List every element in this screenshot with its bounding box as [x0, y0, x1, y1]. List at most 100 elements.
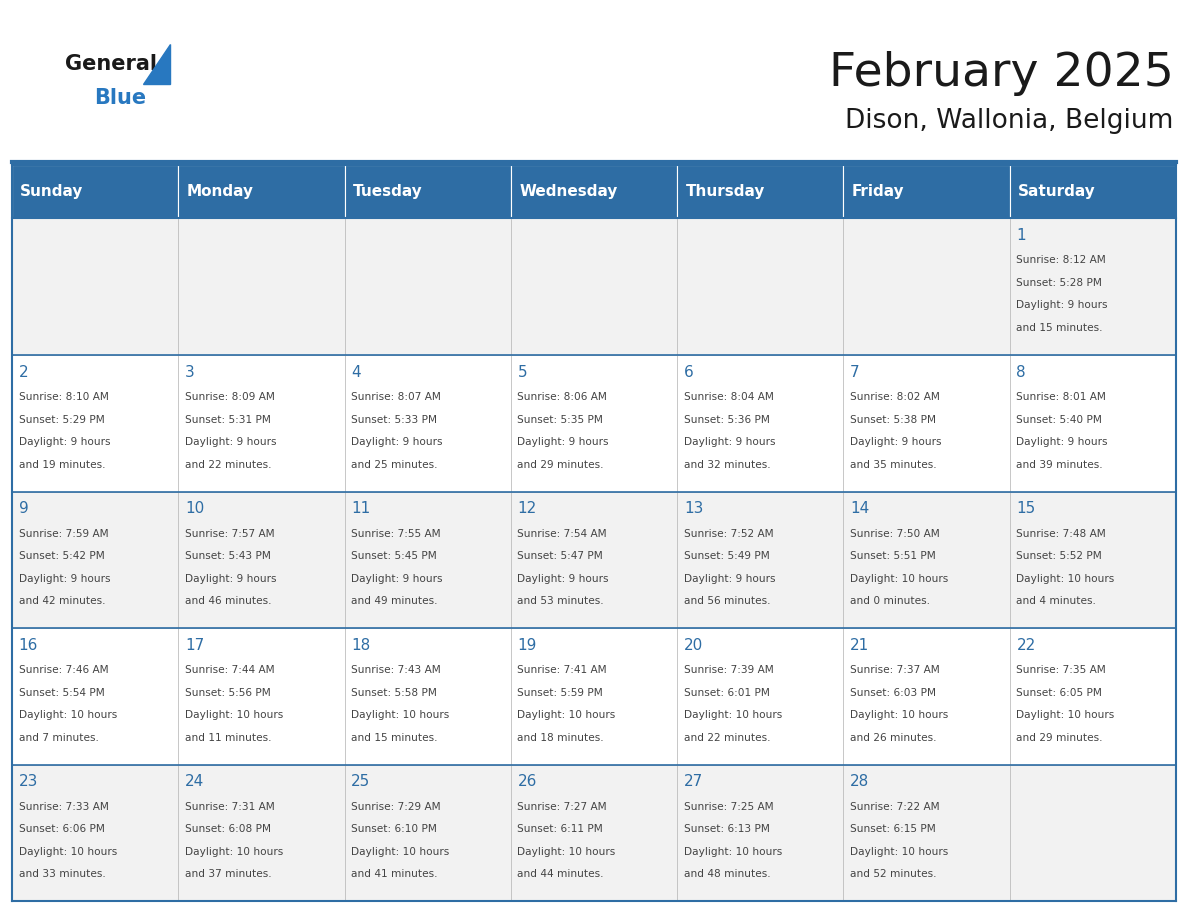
Bar [1010, 492, 1176, 628]
Text: Sunset: 6:01 PM: Sunset: 6:01 PM [684, 688, 770, 698]
Text: Sunset: 5:33 PM: Sunset: 5:33 PM [352, 415, 437, 424]
Text: Sunset: 5:59 PM: Sunset: 5:59 PM [518, 688, 604, 698]
Bar [511, 355, 677, 492]
Bar [12, 765, 178, 901]
Text: Daylight: 10 hours: Daylight: 10 hours [1017, 574, 1114, 584]
Bar [677, 165, 843, 218]
Text: Daylight: 9 hours: Daylight: 9 hours [185, 437, 277, 447]
Bar [345, 355, 511, 492]
Text: Sunset: 5:29 PM: Sunset: 5:29 PM [19, 415, 105, 424]
Text: Friday: Friday [852, 185, 904, 199]
Text: Sunrise: 7:57 AM: Sunrise: 7:57 AM [185, 529, 274, 539]
Bar [677, 628, 843, 765]
Text: 12: 12 [518, 501, 537, 516]
Bar [843, 218, 1010, 355]
Text: Sunset: 5:54 PM: Sunset: 5:54 PM [19, 688, 105, 698]
Text: Daylight: 10 hours: Daylight: 10 hours [851, 574, 948, 584]
Bar [677, 492, 843, 628]
Bar [511, 218, 677, 355]
Text: Sunrise: 8:09 AM: Sunrise: 8:09 AM [185, 392, 274, 402]
Text: and 33 minutes.: and 33 minutes. [19, 869, 106, 879]
Text: and 29 minutes.: and 29 minutes. [1017, 733, 1102, 743]
Bar [1010, 355, 1176, 492]
Text: and 0 minutes.: and 0 minutes. [851, 596, 930, 606]
Text: and 19 minutes.: and 19 minutes. [19, 460, 105, 470]
Text: Sunset: 6:06 PM: Sunset: 6:06 PM [19, 824, 105, 834]
Text: 10: 10 [185, 501, 204, 516]
Text: Sunset: 6:15 PM: Sunset: 6:15 PM [851, 824, 936, 834]
Text: Daylight: 9 hours: Daylight: 9 hours [1017, 437, 1108, 447]
Text: Thursday: Thursday [685, 185, 765, 199]
Bar [511, 165, 677, 218]
Bar [345, 765, 511, 901]
Text: Sunrise: 7:43 AM: Sunrise: 7:43 AM [352, 666, 441, 675]
Text: and 4 minutes.: and 4 minutes. [1017, 596, 1097, 606]
Text: and 15 minutes.: and 15 minutes. [1017, 323, 1102, 333]
Text: Sunset: 6:13 PM: Sunset: 6:13 PM [684, 824, 770, 834]
Text: Sunrise: 7:55 AM: Sunrise: 7:55 AM [352, 529, 441, 539]
Text: Sunset: 5:51 PM: Sunset: 5:51 PM [851, 551, 936, 561]
Bar [12, 355, 178, 492]
Text: Sunrise: 8:06 AM: Sunrise: 8:06 AM [518, 392, 607, 402]
Text: Sunrise: 8:01 AM: Sunrise: 8:01 AM [1017, 392, 1106, 402]
Text: and 7 minutes.: and 7 minutes. [19, 733, 99, 743]
Text: and 44 minutes.: and 44 minutes. [518, 869, 604, 879]
Bar [178, 492, 345, 628]
Text: Daylight: 10 hours: Daylight: 10 hours [19, 711, 116, 721]
Text: Daylight: 10 hours: Daylight: 10 hours [1017, 711, 1114, 721]
Bar [843, 628, 1010, 765]
Text: 26: 26 [518, 775, 537, 789]
Text: Sunset: 5:35 PM: Sunset: 5:35 PM [518, 415, 604, 424]
Text: Sunset: 5:45 PM: Sunset: 5:45 PM [352, 551, 437, 561]
Text: Sunrise: 8:10 AM: Sunrise: 8:10 AM [19, 392, 108, 402]
Text: Sunrise: 7:35 AM: Sunrise: 7:35 AM [1017, 666, 1106, 675]
Text: Sunset: 5:49 PM: Sunset: 5:49 PM [684, 551, 770, 561]
Text: 16: 16 [19, 638, 38, 653]
Text: 25: 25 [352, 775, 371, 789]
Text: Daylight: 10 hours: Daylight: 10 hours [518, 711, 615, 721]
Text: 7: 7 [851, 364, 860, 380]
Bar [677, 765, 843, 901]
Text: 27: 27 [684, 775, 703, 789]
Text: and 53 minutes.: and 53 minutes. [518, 596, 605, 606]
Text: Daylight: 9 hours: Daylight: 9 hours [185, 574, 277, 584]
Text: 28: 28 [851, 775, 870, 789]
Text: and 22 minutes.: and 22 minutes. [185, 460, 271, 470]
Text: Daylight: 9 hours: Daylight: 9 hours [352, 574, 443, 584]
Text: Daylight: 9 hours: Daylight: 9 hours [684, 574, 776, 584]
Text: 17: 17 [185, 638, 204, 653]
Text: Daylight: 10 hours: Daylight: 10 hours [851, 711, 948, 721]
Text: Daylight: 10 hours: Daylight: 10 hours [684, 846, 782, 856]
Text: Daylight: 10 hours: Daylight: 10 hours [352, 846, 449, 856]
Bar [178, 765, 345, 901]
Bar [843, 165, 1010, 218]
Text: Sunset: 6:03 PM: Sunset: 6:03 PM [851, 688, 936, 698]
Text: 19: 19 [518, 638, 537, 653]
Text: Daylight: 9 hours: Daylight: 9 hours [352, 437, 443, 447]
Text: Sunset: 5:28 PM: Sunset: 5:28 PM [1017, 278, 1102, 288]
Text: Sunrise: 8:12 AM: Sunrise: 8:12 AM [1017, 255, 1106, 265]
Bar [345, 628, 511, 765]
Text: Saturday: Saturday [1018, 185, 1095, 199]
Text: Daylight: 10 hours: Daylight: 10 hours [684, 711, 782, 721]
Text: Sunrise: 7:37 AM: Sunrise: 7:37 AM [851, 666, 940, 675]
Bar [511, 492, 677, 628]
Text: and 48 minutes.: and 48 minutes. [684, 869, 771, 879]
Text: Blue: Blue [94, 88, 146, 108]
Bar [178, 218, 345, 355]
Text: Sunrise: 7:46 AM: Sunrise: 7:46 AM [19, 666, 108, 675]
Bar [345, 492, 511, 628]
Text: Sunset: 5:40 PM: Sunset: 5:40 PM [1017, 415, 1102, 424]
Text: Daylight: 9 hours: Daylight: 9 hours [851, 437, 942, 447]
Bar [178, 628, 345, 765]
Text: Sunset: 5:43 PM: Sunset: 5:43 PM [185, 551, 271, 561]
Text: Sunset: 5:42 PM: Sunset: 5:42 PM [19, 551, 105, 561]
Text: Sunrise: 7:48 AM: Sunrise: 7:48 AM [1017, 529, 1106, 539]
Bar [1010, 628, 1176, 765]
Text: 8: 8 [1017, 364, 1026, 380]
Text: and 22 minutes.: and 22 minutes. [684, 733, 770, 743]
Bar [12, 628, 178, 765]
Bar [677, 355, 843, 492]
Text: 4: 4 [352, 364, 361, 380]
Text: Sunset: 5:52 PM: Sunset: 5:52 PM [1017, 551, 1102, 561]
